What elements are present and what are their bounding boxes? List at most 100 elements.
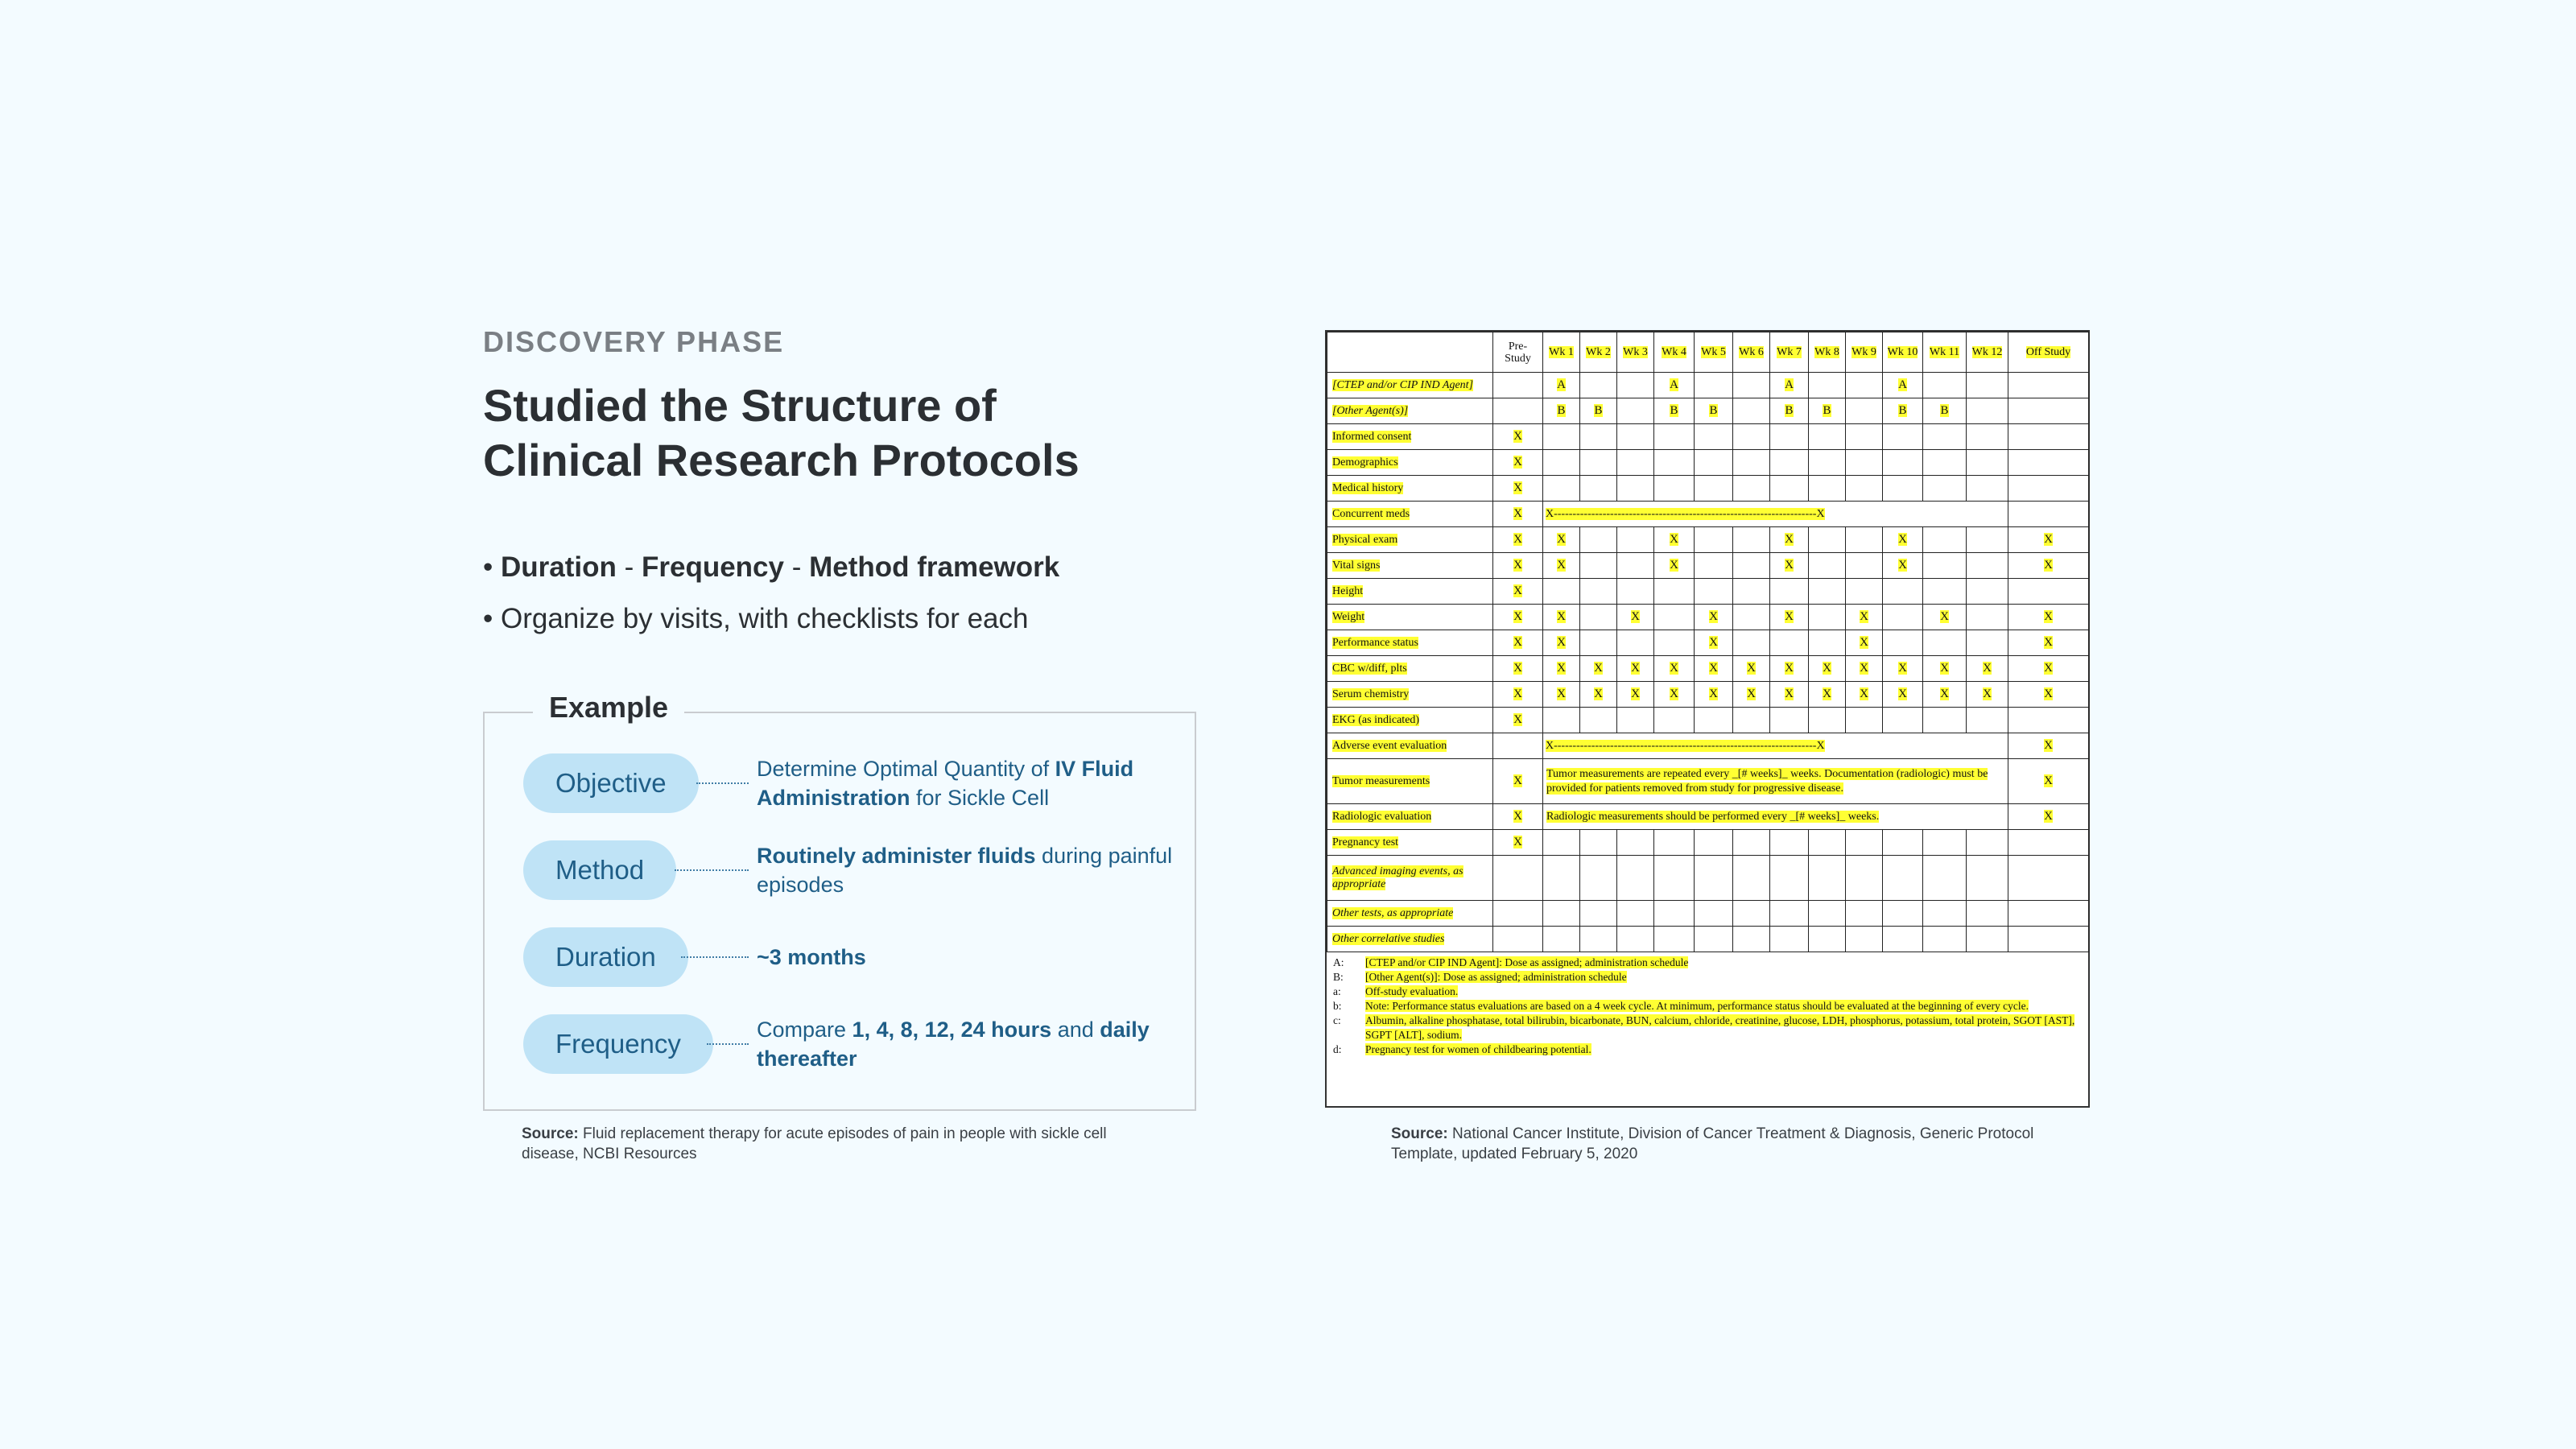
table-cell — [1542, 475, 1580, 502]
footnote: d: Pregnancy test for women of childbeari… — [1333, 1042, 2082, 1057]
table-cell: B — [1922, 398, 1967, 424]
column-header: Wk 10 — [1882, 332, 1923, 373]
connector-dots — [707, 1043, 749, 1045]
table-row: Other correlative studies — [1327, 926, 2089, 952]
table-cell: B — [1882, 398, 1923, 424]
table-cell — [1542, 707, 1580, 733]
table-cell: X — [1542, 630, 1580, 656]
table-cell — [1966, 630, 2008, 656]
table-cell — [1966, 398, 2008, 424]
column-header: Off Study — [2008, 332, 2089, 373]
table-cell — [2008, 449, 2089, 476]
table-cell — [1616, 829, 1654, 856]
column-header: Wk 8 — [1808, 332, 1846, 373]
table-cell — [1653, 475, 1695, 502]
table-cell — [1653, 829, 1695, 856]
table-cell: X — [1845, 681, 1883, 708]
row-label: EKG (as indicated) — [1327, 707, 1493, 733]
table-row: Physical exam X X X X X X — [1327, 526, 2089, 553]
footnote-text: Off-study evaluation. — [1365, 985, 1459, 997]
footnote-text: [Other Agent(s)]: Dose as assigned; admi… — [1365, 971, 1627, 983]
table-cell — [1769, 829, 1809, 856]
table-cell — [1808, 855, 1846, 901]
row-label: Weight — [1327, 604, 1493, 630]
table-cell: B — [1694, 398, 1733, 424]
table-cell: X — [1694, 604, 1733, 630]
page-title: Studied the Structure of Clinical Resear… — [483, 378, 1208, 488]
table-cell — [1845, 398, 1883, 424]
table-cell: B — [1579, 398, 1617, 424]
spanning-cell: X---------------------------------------… — [1542, 501, 2008, 527]
table-cell — [1492, 855, 1543, 901]
table-cell — [1966, 372, 2008, 398]
table-cell — [1922, 707, 1967, 733]
table-cell: X — [1653, 526, 1695, 553]
table-cell: X — [1922, 655, 1967, 682]
table-cell — [1732, 475, 1770, 502]
table-cell — [1616, 926, 1654, 952]
footnote-key: a: — [1333, 985, 1341, 997]
table-cell: X — [1616, 681, 1654, 708]
table-cell: X — [2008, 803, 2089, 830]
example-row-objective: Objective Determine Optimal Quantity of … — [523, 753, 1167, 813]
table-cell — [1579, 578, 1617, 605]
duration-text: ~3 months — [757, 943, 1175, 972]
table-cell — [1922, 526, 1967, 553]
table-row: Adverse event evaluation X---------------… — [1327, 733, 2089, 759]
row-label: Demographics — [1327, 449, 1493, 476]
table-row: Informed consent X — [1327, 423, 2089, 450]
table-cell: X — [1492, 630, 1543, 656]
table-cell — [1579, 855, 1617, 901]
table-cell: X — [1492, 552, 1543, 579]
table-row: Medical history X — [1327, 475, 2089, 502]
table-cell: X — [2008, 552, 2089, 579]
table-cell — [1808, 900, 1846, 927]
table-cell: X — [1882, 552, 1923, 579]
table-cell: X — [1808, 655, 1846, 682]
table-cell: X — [2008, 681, 2089, 708]
table-cell — [1966, 552, 2008, 579]
table-cell — [1966, 449, 2008, 476]
footnote-text: Note: Performance status evaluations are… — [1365, 1000, 2029, 1012]
column-header: Wk 2 — [1579, 332, 1617, 373]
table-cell: X — [2008, 733, 2089, 759]
table-cell — [1616, 526, 1654, 553]
table-cell — [1694, 526, 1733, 553]
protocol-document: Pre-Study Wk 1 Wk 2 Wk 3 Wk 4 Wk 5 Wk 6 Wk 7 Wk … — [1325, 330, 2090, 1108]
row-label: Pregnancy test — [1327, 829, 1493, 856]
table-cell — [1616, 855, 1654, 901]
table-cell — [1694, 900, 1733, 927]
table-row: [CTEP and/or CIP IND Agent] A A A A — [1327, 372, 2089, 398]
frequency-text: Compare 1, 4, 8, 12, 24 hours and daily … — [757, 1015, 1175, 1073]
table-cell — [1732, 578, 1770, 605]
table-cell — [1769, 630, 1809, 656]
title-line-2: Clinical Research Protocols — [483, 435, 1080, 485]
row-label: Performance status — [1327, 630, 1493, 656]
table-cell — [1579, 630, 1617, 656]
table-cell — [1616, 630, 1654, 656]
table-cell — [1882, 926, 1923, 952]
table-cell — [1845, 829, 1883, 856]
table-cell: X — [1922, 681, 1967, 708]
table-cell — [1922, 552, 1967, 579]
table-cell — [1966, 604, 2008, 630]
duration-pill: Duration — [523, 927, 688, 987]
table-cell — [1845, 449, 1883, 476]
table-cell — [1732, 926, 1770, 952]
table-cell — [1732, 604, 1770, 630]
table-cell: X — [1542, 526, 1580, 553]
table-row: Radiologic evaluation X Radiologic measure… — [1327, 803, 2089, 830]
table-cell — [1966, 526, 2008, 553]
table-row: [Other Agent(s)] B B B B B B B B — [1327, 398, 2089, 424]
table-row: Advanced imaging events, as appropriate — [1327, 855, 2089, 901]
table-cell — [1808, 630, 1846, 656]
column-header: Wk 7 — [1769, 332, 1809, 373]
table-cell: B — [1769, 398, 1809, 424]
method-text-bold: Routinely administer fluids — [757, 844, 1036, 868]
source-right: Source: National Cancer Institute, Divis… — [1391, 1124, 2035, 1164]
table-row: Serum chemistry X X X X X X X X X X X X X X — [1327, 681, 2089, 708]
table-cell — [1579, 475, 1617, 502]
table-cell — [1579, 423, 1617, 450]
frequency-text-part: and — [1051, 1018, 1100, 1042]
footnote-text: [CTEP and/or CIP IND Agent]: Dose as ass… — [1365, 956, 1689, 968]
